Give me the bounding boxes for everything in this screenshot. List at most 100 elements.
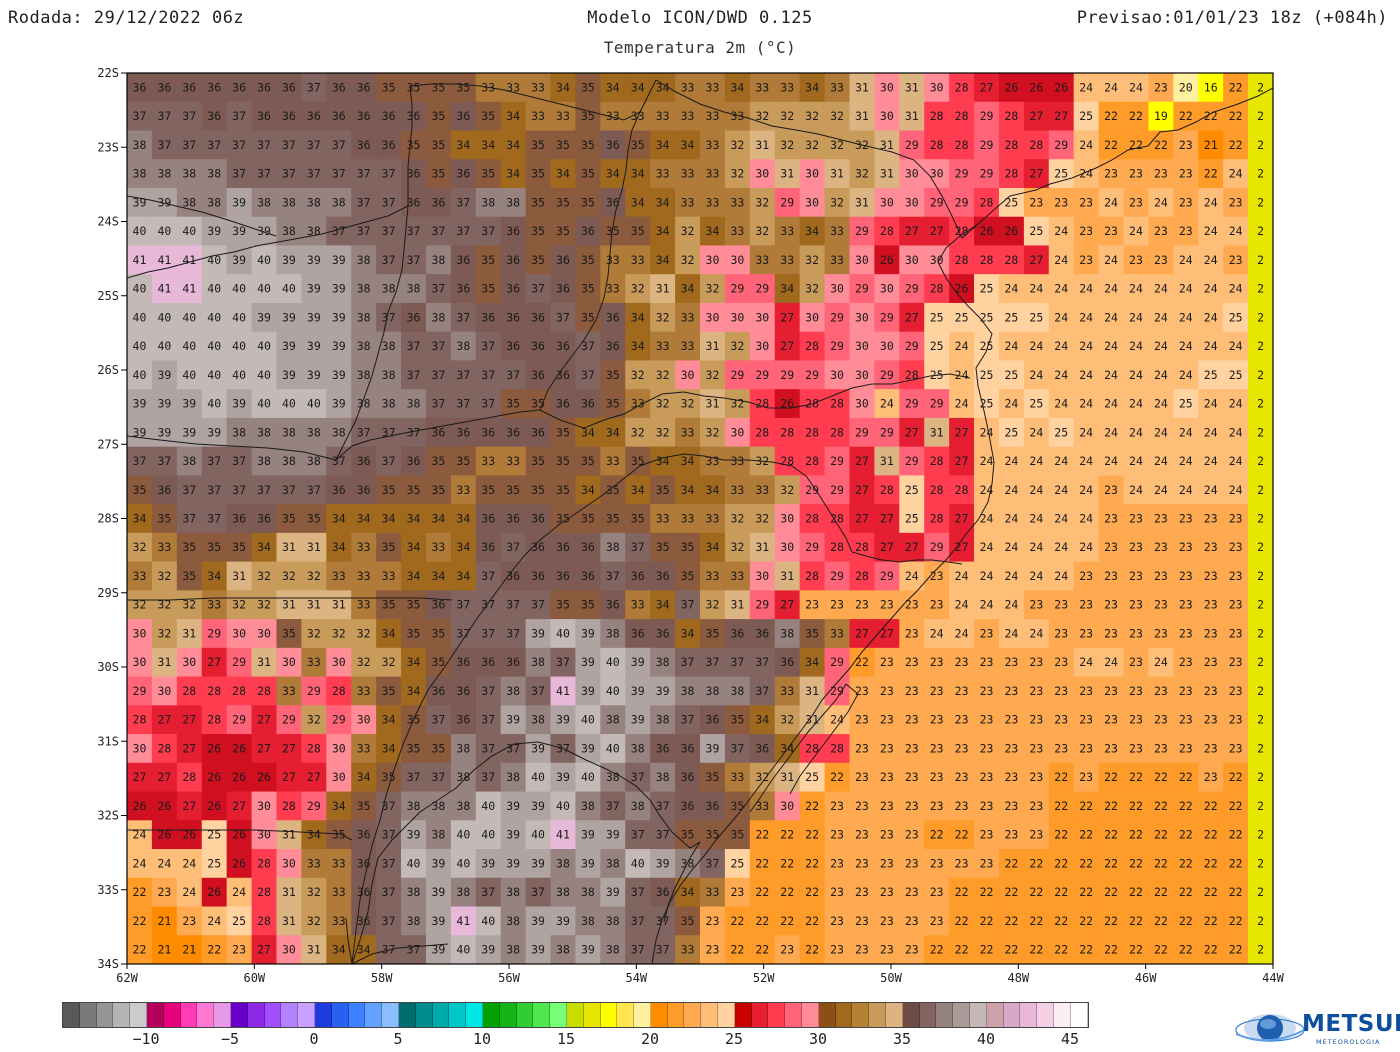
temperature-value: 36 (506, 655, 520, 669)
colorbar-label: 40 (976, 1030, 996, 1048)
temperature-cell (301, 101, 327, 132)
temperature-value: 31 (706, 397, 720, 411)
temperature-value: 37 (382, 454, 396, 468)
temperature-value: 37 (431, 713, 445, 727)
temperature-value: 36 (456, 425, 470, 439)
temperature-value: 36 (431, 425, 445, 439)
temperature-cell (998, 475, 1025, 505)
temperature-cell (949, 561, 975, 591)
temperature-value: 23 (880, 741, 894, 755)
temperature-cell (1198, 389, 1224, 419)
temperature-value: 33 (556, 109, 570, 123)
variable-subtitle: Temperatura 2m (°C) (603, 38, 797, 57)
temperature-cell (251, 302, 278, 333)
temperature-value: 35 (581, 80, 595, 94)
temperature-value: 28 (805, 569, 819, 583)
temperature-value: 23 (1079, 741, 1093, 755)
colorbar-swatch (566, 1003, 584, 1027)
temperature-value: 28 (930, 483, 944, 497)
temperature-value: 24 (1154, 368, 1168, 382)
temperature-cell (949, 187, 975, 218)
temperature-value: 35 (431, 109, 445, 123)
temperature-cell (974, 561, 1000, 591)
temperature-value: 27 (955, 540, 969, 554)
temperature-value: 23 (1054, 655, 1068, 669)
temperature-cell (127, 216, 153, 247)
temperature-value: 37 (431, 397, 445, 411)
temperature-value: 2 (1257, 569, 1264, 583)
temperature-cell (1148, 245, 1174, 275)
temperature-value: 35 (656, 540, 670, 554)
temperature-value: 34 (631, 310, 645, 324)
temperature-value: 25 (930, 368, 944, 382)
temperature-value: 31 (307, 540, 321, 554)
temperature-value: 30 (357, 713, 371, 727)
temperature-value: 41 (182, 253, 196, 267)
temperature-cell (1173, 417, 1199, 448)
temperature-cell (1148, 504, 1174, 534)
temperature-value: 23 (1029, 799, 1043, 813)
temperature-value: 27 (855, 483, 869, 497)
temperature-value: 23 (1104, 224, 1118, 238)
colorbar-swatch (953, 1003, 971, 1027)
temperature-value: 35 (681, 828, 695, 842)
temperature-cell (226, 446, 253, 476)
temperature-cell (724, 245, 751, 275)
temperature-value: 29 (730, 368, 744, 382)
temperature-value: 23 (182, 914, 196, 928)
temperature-value: 39 (133, 425, 147, 439)
temperature-cell (1098, 216, 1125, 247)
temperature-value: 23 (780, 943, 794, 957)
temperature-value: 24 (1079, 454, 1093, 468)
temperature-cell (176, 561, 203, 591)
temperature-cell (127, 73, 153, 103)
temperature-value: 2 (1257, 943, 1264, 957)
temperature-cell (401, 446, 427, 476)
temperature-value: 24 (1204, 282, 1218, 296)
temperature-cell (450, 360, 477, 390)
temperature-value: 36 (581, 540, 595, 554)
temperature-cell (1073, 331, 1100, 362)
temperature-value: 40 (456, 856, 470, 870)
temperature-cell (251, 417, 278, 448)
temperature-value: 39 (531, 943, 545, 957)
temperature-cell (1023, 302, 1050, 333)
temperature-value: 34 (456, 512, 470, 526)
temperature-cell (1048, 360, 1075, 390)
temperature-value: 37 (456, 224, 470, 238)
temperature-value: 24 (1054, 540, 1068, 554)
temperature-value: 37 (357, 224, 371, 238)
temperature-value: 39 (656, 684, 670, 698)
temperature-cell (201, 475, 228, 505)
temperature-cell (500, 532, 527, 563)
temperature-cell (1198, 417, 1224, 448)
temperature-cell (1073, 446, 1100, 476)
temperature-value: 23 (955, 684, 969, 698)
temperature-cell (500, 331, 527, 362)
temperature-cell (475, 532, 502, 563)
temperature-cell (550, 245, 577, 275)
temperature-cell (974, 101, 1000, 132)
temperature-value: 40 (182, 224, 196, 238)
temperature-value: 37 (730, 655, 744, 669)
temperature-value: 31 (780, 167, 794, 181)
temperature-value: 31 (855, 195, 869, 209)
longitude-label: 60W (243, 971, 265, 985)
temperature-value: 36 (357, 483, 371, 497)
temperature-value: 34 (431, 512, 445, 526)
temperature-cell (201, 590, 228, 620)
temperature-value: 24 (1204, 454, 1218, 468)
temperature-value: 34 (407, 684, 421, 698)
temperature-value: 33 (780, 224, 794, 238)
temperature-value: 34 (581, 425, 595, 439)
temperature-cell (276, 130, 302, 160)
temperature-value: 39 (556, 770, 570, 784)
temperature-value: 24 (1079, 425, 1093, 439)
temperature-cell (401, 302, 427, 333)
temperature-value: 38 (456, 799, 470, 813)
temperature-cell (376, 302, 402, 333)
temperature-value: 24 (1004, 598, 1018, 612)
temperature-value: 28 (232, 684, 246, 698)
temperature-cell (376, 475, 402, 505)
temperature-value: 28 (880, 224, 894, 238)
